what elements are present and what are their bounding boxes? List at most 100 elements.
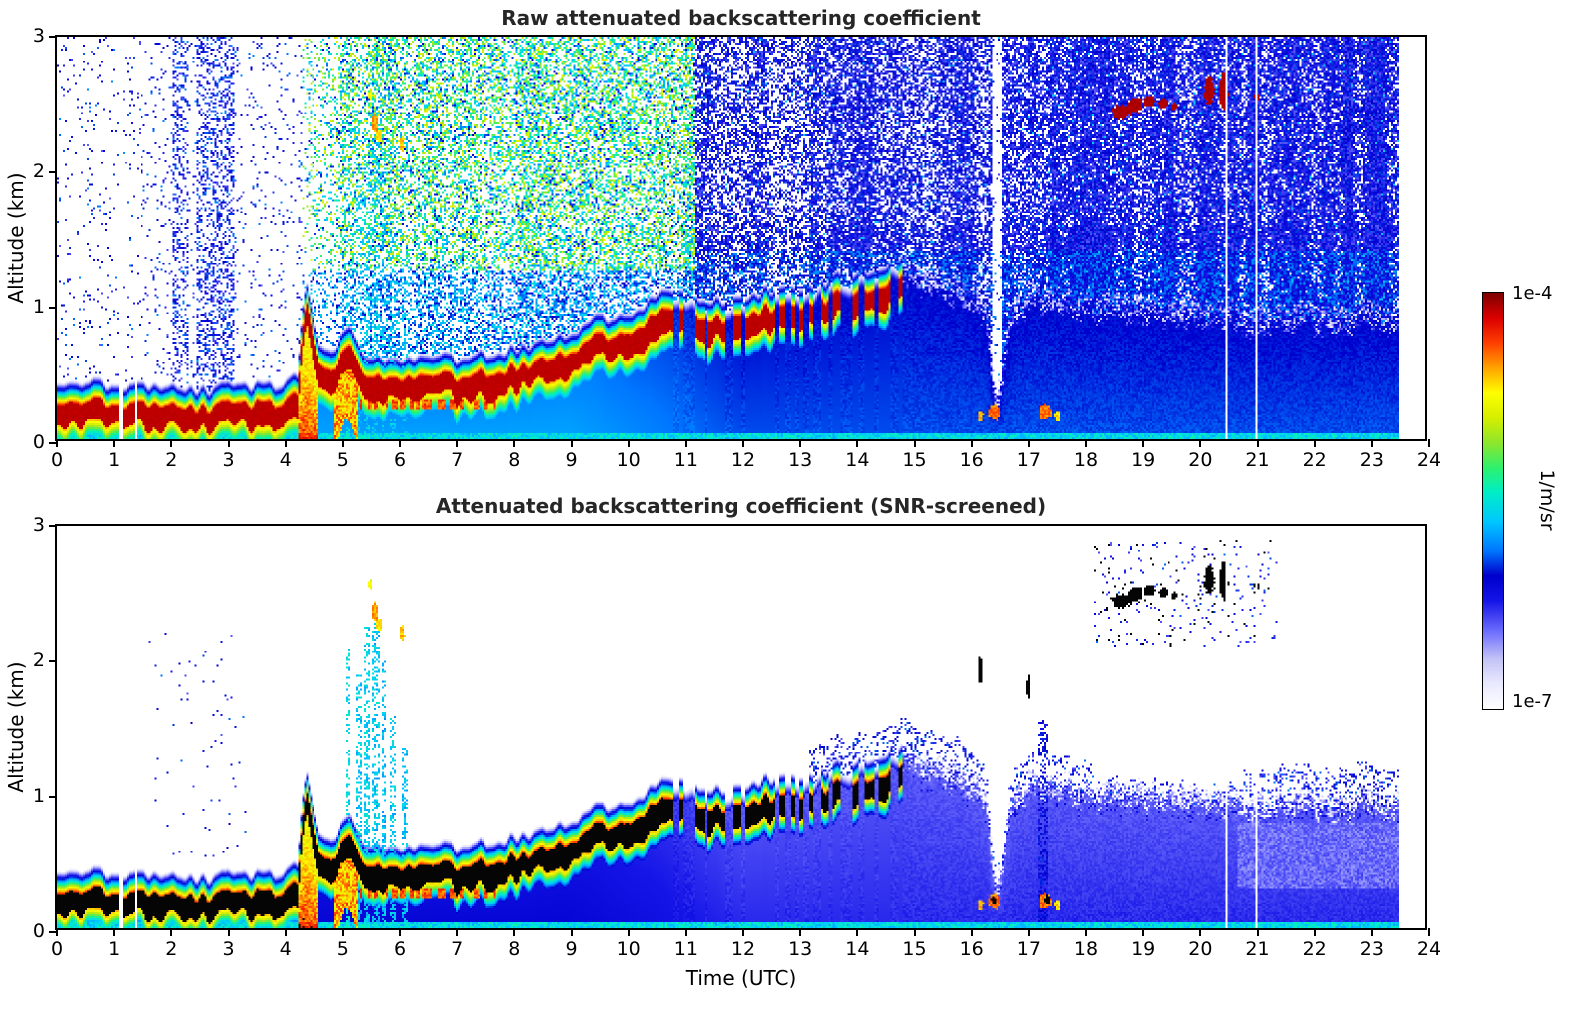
x-tick-label: 7 [451, 449, 464, 471]
x-tick-label: 10 [616, 938, 641, 960]
x-tick [627, 928, 630, 936]
x-tick [341, 928, 344, 936]
panel2-title: Attenuated backscattering coefficient (S… [435, 494, 1047, 518]
x-tick [227, 439, 230, 447]
x-tick-label: 16 [959, 938, 984, 960]
y-tick-label: 0 [32, 431, 45, 453]
x-tick [341, 439, 344, 447]
y-tick-label: 3 [32, 514, 45, 536]
x-tick-label: 17 [1016, 449, 1041, 471]
x-tick [684, 439, 687, 447]
y-tick [49, 36, 57, 38]
x-tick [1085, 439, 1087, 447]
x-tick [627, 439, 630, 447]
x-tick-label: 8 [508, 938, 521, 960]
x-tick [742, 439, 744, 447]
x-tick [1142, 928, 1145, 936]
x-tick-label: 0 [50, 449, 64, 471]
x-tick [570, 439, 573, 447]
x-tick-label: 22 [1302, 449, 1327, 471]
x-tick [399, 439, 401, 447]
x-tick-label: 0 [50, 938, 64, 960]
x-tick-label: 6 [393, 938, 407, 960]
panel1-heatmap [57, 37, 1425, 439]
x-tick [1313, 439, 1316, 447]
x-tick [170, 928, 173, 936]
x-tick [913, 928, 916, 936]
colorbar-gradient [1483, 293, 1503, 709]
x-tick [113, 439, 116, 447]
x-tick-label: 6 [393, 449, 407, 471]
x-tick [913, 439, 916, 447]
x-tick-label: 20 [1188, 449, 1213, 471]
x-tick-label: 22 [1302, 938, 1327, 960]
x-tick-label: 2 [165, 938, 178, 960]
y-tick-label: 0 [32, 920, 45, 942]
colorbar-units-label: 1/m/sr [1536, 469, 1558, 531]
x-tick-label: 17 [1016, 938, 1041, 960]
panel1-plot-area: 0 1 2 3 4 5 6 7 8 9 10 11 12 13 14 15 16 17 18 19 20 21 22 23 24… [33, 25, 1441, 471]
x-tick [1370, 928, 1373, 936]
x-tick [1142, 439, 1145, 447]
y-tick [49, 171, 57, 174]
x-tick [1256, 928, 1259, 936]
x-tick [1199, 439, 1202, 447]
x-axis-label: Time (UTC) [685, 966, 797, 990]
x-tick [1313, 928, 1316, 936]
x-tick-label: 4 [279, 938, 292, 960]
x-tick [1428, 439, 1430, 447]
x-tick [513, 928, 516, 936]
y-tick-label: 1 [32, 295, 45, 318]
x-tick-label: 13 [788, 449, 813, 471]
x-tick [799, 439, 802, 447]
x-tick [456, 439, 459, 447]
y-tick-label: 2 [32, 160, 45, 183]
x-tick-label: 10 [616, 449, 641, 471]
x-tick [684, 928, 687, 936]
y-tick [49, 525, 57, 527]
x-tick [113, 928, 116, 936]
x-tick [227, 928, 230, 936]
x-tick-label: 7 [451, 938, 464, 960]
x-tick [513, 439, 516, 447]
panel1-y-axis-label: Altitude (km) [4, 172, 28, 304]
x-tick-label: 11 [673, 449, 698, 471]
x-tick-label: 24 [1416, 938, 1442, 960]
x-tick-label: 5 [336, 449, 349, 471]
x-tick-label: 3 [222, 938, 235, 960]
x-tick [1085, 928, 1087, 936]
x-tick-label: 3 [222, 449, 235, 471]
y-tick [49, 795, 57, 798]
y-tick [49, 442, 57, 444]
y-tick-label: 3 [32, 25, 45, 47]
x-tick [1027, 928, 1030, 936]
x-tick [284, 439, 287, 447]
x-tick-label: 12 [730, 938, 756, 960]
x-tick [970, 928, 973, 936]
x-tick [742, 928, 744, 936]
x-tick-label: 1 [108, 449, 121, 471]
x-tick [170, 439, 173, 447]
y-tick-label: 2 [32, 649, 45, 672]
x-tick [284, 928, 287, 936]
x-tick [1370, 439, 1373, 447]
x-tick-label: 18 [1073, 449, 1099, 471]
x-tick-label: 1 [108, 938, 121, 960]
panel2-plot-area: 0 1 2 3 4 5 6 7 8 9 10 11 12 13 14 15 16 17 18 19 20 21 22 23 24… [33, 514, 1441, 960]
x-tick [1256, 439, 1259, 447]
y-tick [49, 660, 57, 663]
x-tick [56, 928, 58, 936]
colorbar-min-label: 1e-7 [1512, 691, 1553, 712]
x-tick-label: 14 [845, 449, 870, 471]
x-tick-label: 12 [730, 449, 756, 471]
x-tick-label: 18 [1073, 938, 1099, 960]
y-tick [49, 931, 57, 933]
x-tick-label: 15 [902, 938, 927, 960]
x-tick-label: 15 [902, 449, 927, 471]
x-tick-label: 9 [565, 449, 578, 471]
panel2-y-axis-label: Altitude (km) [4, 661, 28, 793]
x-tick-label: 20 [1188, 938, 1213, 960]
x-tick-label: 4 [279, 449, 292, 471]
x-tick-label: 19 [1131, 938, 1156, 960]
x-tick [1199, 928, 1202, 936]
